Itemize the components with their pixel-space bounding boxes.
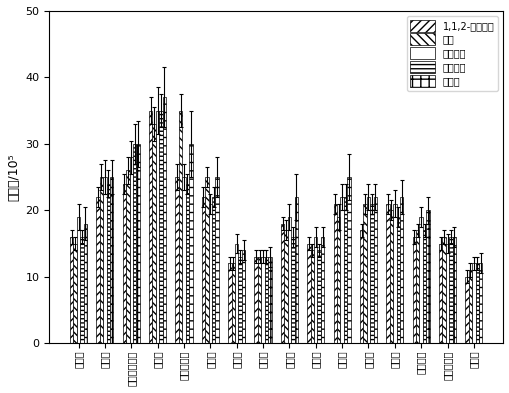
Bar [452, 237, 455, 343]
Bar [340, 197, 343, 343]
Bar [392, 204, 395, 343]
Bar [475, 263, 478, 343]
Bar [156, 110, 159, 343]
Bar [317, 250, 320, 343]
Bar [464, 277, 468, 343]
Bar [426, 210, 429, 343]
Bar [261, 257, 264, 343]
Bar [445, 244, 448, 343]
Bar [294, 197, 297, 343]
Bar [258, 257, 261, 343]
Bar [320, 237, 324, 343]
Bar [77, 217, 80, 343]
Bar [212, 197, 215, 343]
Bar [448, 237, 452, 343]
Legend: 1,1,2-三氯乙烷, 甲苯, 二氯甲烷, 三氯甲烷, 正三烷: 1,1,2-三氯乙烷, 甲苯, 二氯甲烷, 三氯甲烷, 正三烷 [406, 16, 497, 91]
Bar [412, 237, 415, 343]
Bar [385, 204, 389, 343]
Bar [389, 210, 392, 343]
Bar [228, 263, 231, 343]
Bar [366, 197, 370, 343]
Bar [268, 257, 271, 343]
Bar [336, 217, 340, 343]
Bar [129, 157, 133, 343]
Bar [370, 204, 373, 343]
Bar [152, 124, 156, 343]
Bar [471, 263, 475, 343]
Bar [254, 257, 258, 343]
Bar [185, 184, 189, 343]
Bar [182, 177, 185, 343]
Bar [179, 110, 182, 343]
Bar [306, 244, 310, 343]
Bar [343, 197, 347, 343]
Bar [73, 244, 77, 343]
Bar [133, 144, 136, 343]
Bar [395, 217, 399, 343]
Bar [310, 250, 314, 343]
Bar [280, 224, 284, 343]
Bar [106, 184, 110, 343]
Bar [415, 230, 418, 343]
Bar [100, 177, 103, 343]
Bar [231, 263, 235, 343]
Bar [175, 177, 179, 343]
Bar [159, 110, 162, 343]
Bar [362, 204, 366, 343]
Bar [399, 197, 403, 343]
Bar [83, 224, 87, 343]
Bar [468, 270, 471, 343]
Bar [347, 177, 350, 343]
Bar [418, 217, 422, 343]
Bar [241, 250, 245, 343]
Bar [422, 230, 426, 343]
Bar [205, 177, 208, 343]
Bar [238, 257, 241, 343]
Bar [96, 197, 100, 343]
Bar [333, 204, 336, 343]
Bar [264, 257, 268, 343]
Bar [202, 197, 205, 343]
Y-axis label: 峰面积/10⁵: 峰面积/10⁵ [7, 153, 20, 201]
Bar [441, 237, 445, 343]
Bar [314, 237, 317, 343]
Bar [149, 110, 152, 343]
Bar [110, 177, 113, 343]
Bar [136, 144, 139, 343]
Bar [373, 197, 376, 343]
Bar [103, 177, 106, 343]
Bar [235, 244, 238, 343]
Bar [287, 217, 291, 343]
Bar [162, 97, 166, 343]
Bar [70, 237, 73, 343]
Bar [478, 263, 482, 343]
Bar [80, 237, 83, 343]
Bar [291, 237, 294, 343]
Bar [123, 184, 126, 343]
Bar [284, 230, 287, 343]
Bar [215, 177, 218, 343]
Bar [189, 144, 192, 343]
Bar [126, 171, 129, 343]
Bar [208, 204, 212, 343]
Bar [438, 244, 441, 343]
Bar [359, 230, 362, 343]
